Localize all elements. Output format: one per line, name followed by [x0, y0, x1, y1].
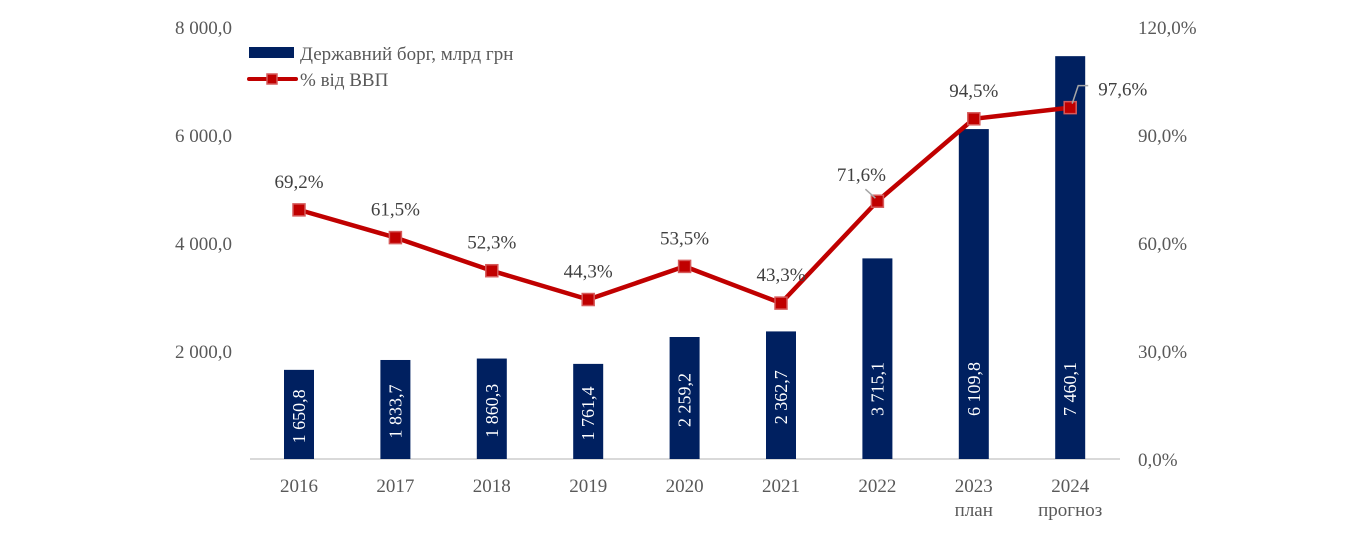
left-axis-tick-label: 8 000,0 [175, 18, 232, 39]
right-axis-tick-label: 30,0% [1138, 342, 1187, 363]
line-marker [292, 203, 306, 217]
x-axis-tick-label: 2016 [280, 476, 318, 497]
right-axis-tick-label: 60,0% [1138, 234, 1187, 255]
x-axis-tick-label: 2020 [666, 476, 704, 497]
x-axis-tick-label: план [955, 500, 993, 521]
line-marker [388, 230, 403, 245]
bar-data-label: 1 860,3 [482, 384, 502, 438]
line-marker [677, 259, 692, 274]
bar [380, 359, 411, 459]
line-marker [1063, 100, 1077, 115]
bar-data-label: 2 259,2 [675, 373, 695, 427]
line-data-labels: 69,2% 61,5% 52,3% 44,3% 53,5% 43,3% 71,6% 94,5%… [274, 80, 1147, 286]
leader-line [1071, 84, 1089, 104]
legend-line-label: % від ВВП [300, 70, 389, 91]
left-axis-tick-label: 4 000,0 [175, 234, 232, 255]
line-data-label: 71,6% [837, 165, 886, 186]
right-axis: 0,0% 30,0% 60,0% 90,0% 120,0% [1138, 18, 1197, 471]
line-marker [774, 296, 788, 310]
bar [669, 337, 700, 459]
line-data-label: 44,3% [564, 262, 613, 283]
x-axis-tick-label: 2024 [1051, 476, 1090, 497]
legend-line-marker [266, 73, 278, 85]
bar [476, 358, 507, 459]
line-marker [485, 263, 499, 278]
right-axis-tick-label: 120,0% [1138, 18, 1197, 39]
left-axis: 2 000,0 4 000,0 6 000,0 8 000,0 [175, 18, 232, 363]
bar [862, 258, 893, 459]
bar-data-label: 1 761,4 [578, 386, 598, 440]
leader-line [864, 188, 876, 199]
line-series [292, 100, 1077, 310]
bar [958, 129, 989, 459]
right-axis-tick-label: 90,0% [1138, 126, 1187, 147]
line-marker [581, 292, 595, 307]
bar-series [284, 56, 1086, 459]
bar [284, 369, 314, 459]
left-axis-tick-label: 6 000,0 [175, 126, 232, 147]
bar-data-label: 6 109,8 [964, 362, 984, 416]
x-axis-tick-label: 2022 [858, 476, 896, 497]
line-data-label: 53,5% [660, 228, 709, 249]
bar-data-label: 3 715,1 [867, 362, 887, 416]
legend-bar-label: Державний борг, млрд грн [300, 44, 513, 65]
bar-data-label: 1 833,7 [385, 384, 405, 438]
line-data-label: 69,2% [274, 172, 323, 193]
right-axis-tick-label: 0,0% [1138, 450, 1178, 471]
line-data-label: 43,3% [756, 265, 805, 286]
bar-data-label: 2 362,7 [771, 370, 791, 424]
line-data-label: 97,6% [1098, 80, 1147, 101]
legend: Державний борг, млрд грн % від ВВП [247, 44, 513, 91]
left-axis-tick-label: 2 000,0 [175, 342, 232, 363]
bar-data-label: 1 650,8 [289, 389, 309, 443]
legend-bar-swatch [249, 47, 294, 58]
line-data-label: 94,5% [949, 81, 998, 102]
line-data-label: 52,3% [467, 233, 516, 254]
x-axis-tick-label: прогноз [1038, 500, 1102, 521]
bar-data-labels: 1 650,8 1 833,7 1 860,3 1 761,4 2 259,2 2 362… [289, 362, 1080, 443]
bar [573, 363, 604, 459]
line-data-label: 61,5% [371, 200, 420, 221]
x-axis-tick-label: 2021 [762, 476, 800, 497]
line-marker [967, 112, 981, 126]
x-axis-tick-label: 2017 [376, 476, 414, 497]
bar-data-label: 7 460,1 [1060, 362, 1080, 416]
x-axis-tick-label: 2023 [955, 476, 993, 497]
bar [1055, 56, 1086, 459]
bar [766, 331, 796, 459]
x-axis-tick-label: 2018 [473, 476, 511, 497]
x-axis-ticks: 2016 2017 2018 2019 2020 2021 2022 2023 план 2024… [280, 476, 1102, 521]
x-axis-tick-label: 2019 [569, 476, 607, 497]
